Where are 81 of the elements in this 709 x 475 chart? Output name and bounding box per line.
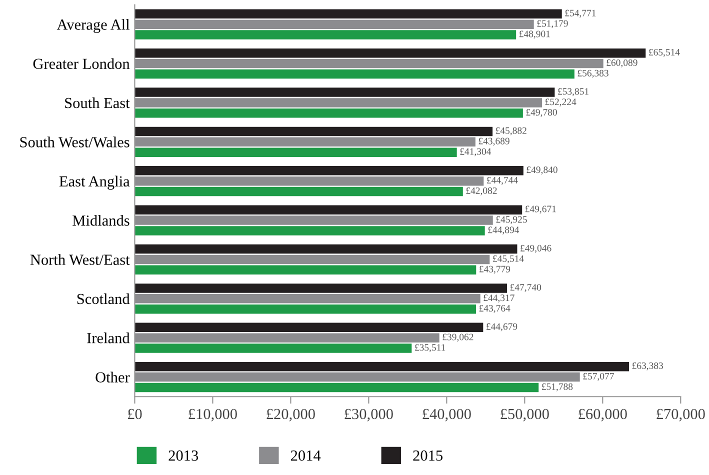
bar	[134, 48, 646, 58]
x-tick-label: £70,000	[656, 408, 705, 422]
legend-label: 2013	[168, 450, 198, 461]
bar	[134, 362, 630, 372]
data-label: £47,740	[510, 284, 542, 292]
data-label: £42,082	[466, 187, 497, 196]
bar	[134, 30, 516, 40]
data-label: £57,077	[583, 372, 614, 381]
bar	[134, 20, 534, 29]
data-label: £45,925	[496, 216, 527, 224]
x-tick-label: £10,000	[188, 408, 237, 422]
data-label: £56,383	[578, 70, 608, 78]
y-tick-label: Other	[96, 372, 130, 382]
data-label: £49,840	[526, 166, 558, 174]
y-tick-label: Scotland	[77, 293, 130, 304]
bar	[134, 265, 476, 275]
bar	[134, 226, 485, 236]
data-label: £49,780	[526, 109, 557, 117]
data-label: £44,894	[488, 226, 520, 235]
x-tick-label: £0	[128, 408, 142, 420]
bar	[134, 108, 523, 118]
bar	[134, 137, 476, 147]
y-tick-label: East Anglia	[59, 176, 130, 190]
data-label: £52,224	[545, 98, 576, 107]
y-tick-label: Greater London	[33, 58, 130, 69]
data-label: £65,514	[649, 48, 680, 57]
bar	[134, 344, 412, 353]
bar	[134, 58, 604, 68]
data-label: £43,764	[479, 305, 510, 313]
y-tick-label: Midlands	[72, 214, 130, 226]
legend-label: 2015	[413, 450, 442, 461]
bar	[134, 382, 539, 392]
data-label: £44,744	[487, 176, 518, 185]
data-label: £45,514	[493, 255, 524, 264]
bar	[134, 88, 555, 97]
legend-label: 2014	[290, 450, 321, 461]
bar	[134, 186, 463, 196]
data-label: £51,788	[542, 383, 573, 392]
bar	[134, 166, 524, 176]
bar	[134, 98, 542, 108]
data-label: £60,089	[606, 59, 638, 68]
data-label: £41,304	[460, 148, 492, 156]
y-tick-label: South West/Wales	[20, 136, 130, 148]
y-tick-label: Average All	[56, 19, 130, 33]
bar	[134, 322, 484, 332]
y-tick-label: South East	[65, 97, 130, 108]
data-label: £35,511	[415, 344, 446, 352]
data-label: £44,317	[484, 294, 514, 302]
bar	[134, 284, 508, 293]
data-label: £54,771	[565, 10, 596, 18]
data-label: £45,882	[496, 127, 526, 136]
data-label: £51,179	[537, 20, 568, 28]
data-label: £43,779	[479, 266, 510, 274]
data-label: £63,383	[632, 362, 664, 370]
y-tick-label: North West/East	[30, 254, 130, 265]
data-label: £49,046	[520, 244, 552, 253]
data-label: £49,671	[525, 206, 556, 214]
bar	[134, 254, 490, 264]
y-tick-label: Ireland	[87, 332, 130, 344]
bar	[134, 69, 574, 79]
bar	[134, 216, 493, 225]
bar	[134, 9, 562, 19]
data-label: £53,851	[558, 88, 588, 96]
bar	[134, 304, 476, 314]
x-tick-label: £40,000	[422, 408, 471, 422]
x-tick-label: £20,000	[266, 408, 315, 422]
bar	[134, 372, 580, 382]
data-label: £48,901	[519, 30, 550, 39]
bar	[134, 244, 518, 254]
bar	[134, 294, 480, 304]
data-label: £44,679	[486, 323, 518, 332]
bar	[134, 333, 440, 342]
data-label: £43,689	[478, 138, 510, 146]
bar	[134, 148, 457, 157]
x-tick-label: £60,000	[578, 408, 627, 422]
data-label: £39,062	[442, 334, 474, 342]
bar	[134, 205, 522, 214]
x-tick-label: £30,000	[344, 408, 393, 422]
x-tick-label: £50,000	[500, 408, 549, 422]
bar	[134, 126, 493, 136]
bar	[134, 176, 484, 186]
